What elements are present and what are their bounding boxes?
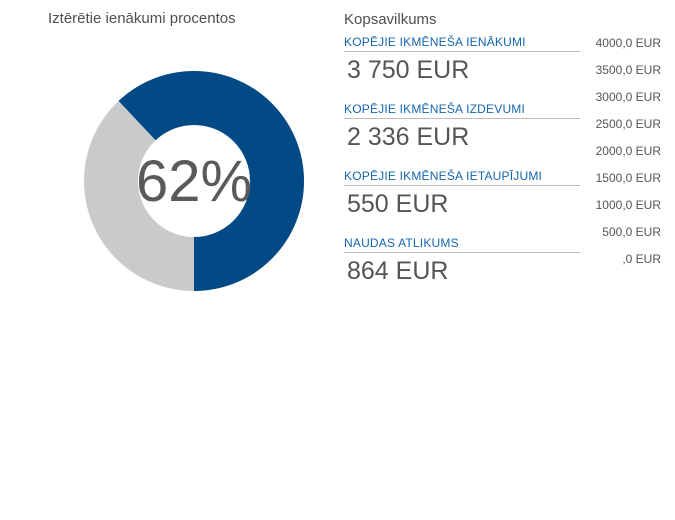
donut-percent-label: 62% — [135, 148, 253, 214]
scale-tick: 1000,0 EUR — [595, 198, 661, 212]
summary-label: KOPĒJIE IKMĒNEŠA IETAUPĪJUMI — [344, 169, 580, 186]
scale-tick: 3500,0 EUR — [595, 63, 661, 77]
summary-value: 550 EUR — [347, 190, 449, 218]
summary-value: 2 336 EUR — [347, 123, 470, 151]
summary-label: NAUDAS ATLIKUMS — [344, 236, 580, 253]
spent-percentage-donut: 62% — [84, 71, 304, 291]
summary-label: KOPĒJIE IKMĒNEŠA IENĀKUMI — [344, 35, 580, 52]
summary-item-expenses: KOPĒJIE IKMĒNEŠA IZDEVUMI 2 336 EUR — [344, 102, 580, 152]
scale-tick: ,0 EUR — [622, 252, 661, 266]
donut-chart-title: Iztērētie ienākumi procentos — [48, 10, 236, 27]
donut-svg — [84, 71, 304, 291]
summary-item-savings: KOPĒJIE IKMĒNEŠA IETAUPĪJUMI 550 EUR — [344, 169, 580, 219]
donut-spent-segment — [84, 71, 304, 291]
scale-tick: 2000,0 EUR — [595, 144, 661, 158]
summary-item-income: KOPĒJIE IKMĒNEŠA IENĀKUMI 3 750 EUR — [344, 35, 580, 85]
summary-value: 3 750 EUR — [347, 56, 470, 84]
scale-tick: 500,0 EUR — [602, 225, 661, 239]
scale-tick: 4000,0 EUR — [595, 36, 661, 50]
summary-value: 864 EUR — [347, 257, 449, 285]
summary-title: Kopsavilkums — [344, 11, 437, 28]
scale-tick: 2500,0 EUR — [595, 117, 661, 131]
summary-label: KOPĒJIE IKMĒNEŠA IZDEVUMI — [344, 102, 580, 119]
scale-tick: 1500,0 EUR — [595, 171, 661, 185]
summary-item-cash-balance: NAUDAS ATLIKUMS 864 EUR — [344, 236, 580, 286]
scale-tick: 3000,0 EUR — [595, 90, 661, 104]
